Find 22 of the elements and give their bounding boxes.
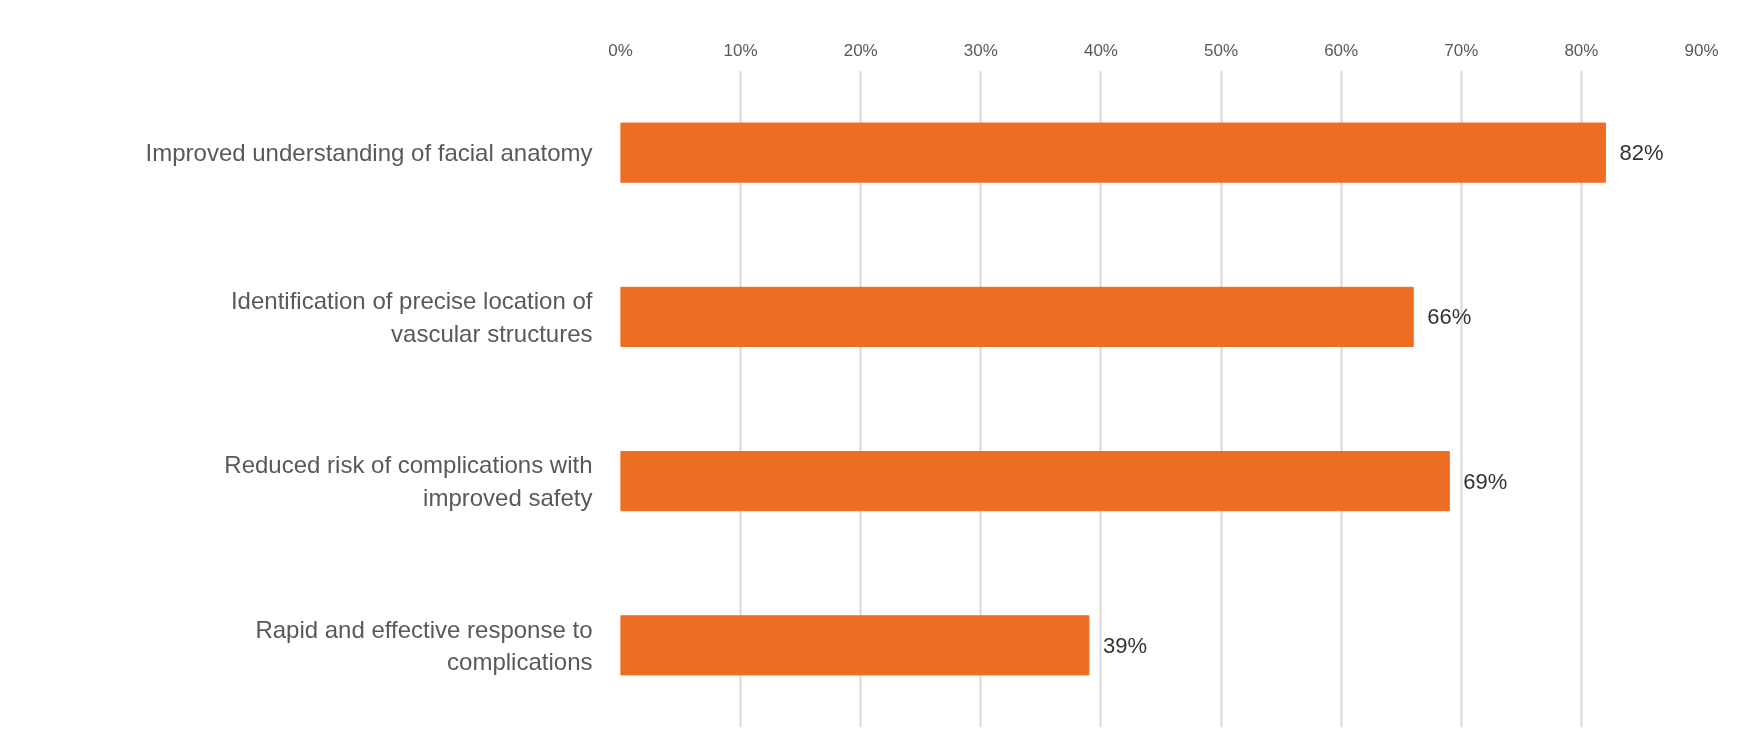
- y-tick-label: Rapid and effective response to complications: [255, 615, 593, 676]
- y-tick-label: Identification of precise location of vascular structures: [230, 287, 593, 347]
- x-tick-label: 0%: [608, 40, 633, 60]
- data-label: 39%: [1102, 632, 1147, 658]
- bar: [620, 286, 1414, 347]
- x-tick-label: 60%: [1324, 40, 1359, 60]
- x-tick-label: 90%: [1684, 40, 1719, 60]
- x-tick-label: 20%: [843, 40, 878, 60]
- bar: [620, 451, 1450, 512]
- x-tick-label: 70%: [1444, 40, 1479, 60]
- x-tick-label: 10%: [723, 40, 758, 60]
- data-label: 82%: [1619, 140, 1664, 166]
- x-tick-label: 40%: [1083, 40, 1118, 60]
- x-tick-label: 30%: [963, 40, 998, 60]
- x-tick-label: 50%: [1204, 40, 1239, 60]
- data-label: 66%: [1427, 304, 1472, 330]
- x-tick-label: 80%: [1564, 40, 1599, 60]
- bar: [620, 615, 1090, 676]
- data-label: 69%: [1463, 468, 1508, 494]
- y-tick-label: Improved understanding of facial anatomy: [145, 139, 593, 167]
- bar: [620, 122, 1606, 183]
- y-tick-label: Reduced risk of complications with improved safety: [224, 451, 593, 511]
